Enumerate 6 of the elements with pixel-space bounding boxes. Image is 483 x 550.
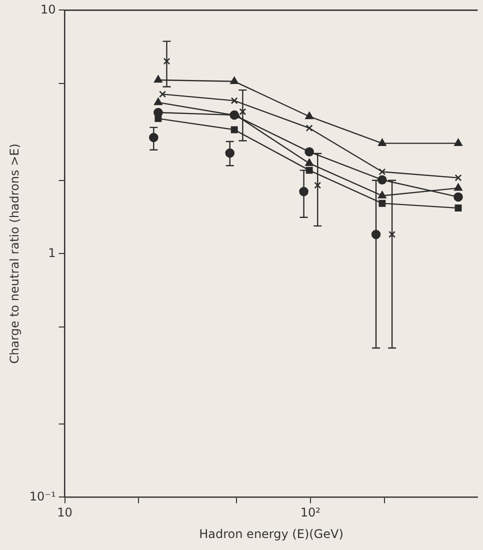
y-tick-label: 10 <box>40 2 56 16</box>
x-axis-title: Hadron energy (E)(GeV) <box>199 526 344 541</box>
y-tick-label: 1 <box>48 246 56 260</box>
y-axis-title: Charge to neutral ratio (hadrons >E) <box>7 144 22 364</box>
x-tick-label: 10² <box>300 506 321 520</box>
y-tick-label: 10⁻¹ <box>29 489 56 504</box>
